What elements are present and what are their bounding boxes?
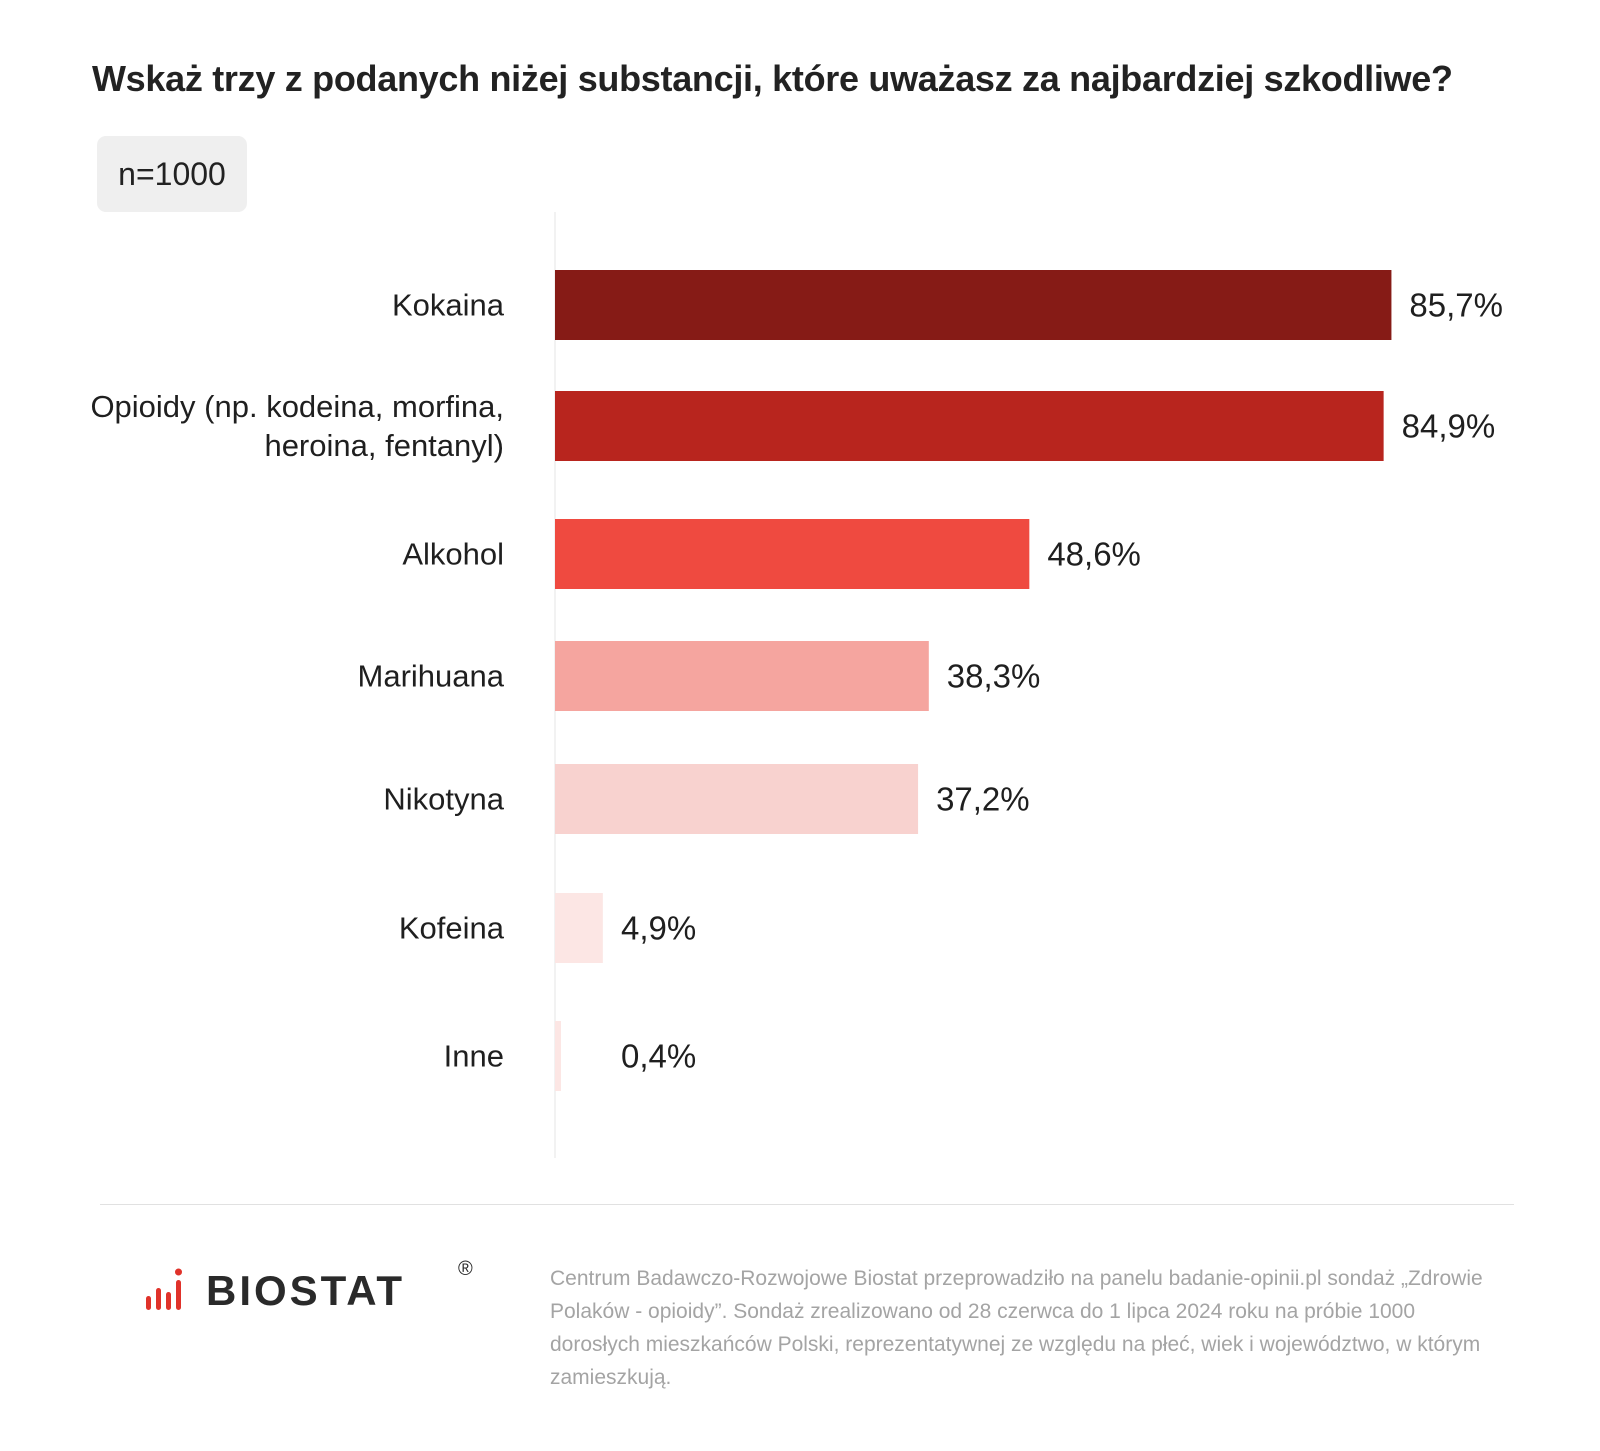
- chart-bars-icon: [146, 1268, 182, 1310]
- registered-mark: ®: [458, 1258, 473, 1280]
- category-label: Kokaina: [392, 288, 505, 323]
- bar: [555, 270, 1392, 340]
- category-label: heroina, fentanyl): [264, 428, 504, 463]
- footer-divider: [100, 1204, 1514, 1205]
- category-label: Alkohol: [402, 537, 504, 572]
- data-label: 84,9%: [1402, 408, 1496, 445]
- data-label: 38,3%: [947, 658, 1041, 695]
- data-label: 4,9%: [621, 910, 696, 947]
- category-label: Opioidy (np. kodeina, morfina,: [90, 389, 504, 424]
- bar: [555, 391, 1384, 461]
- category-label: Kofeina: [399, 911, 505, 946]
- brand-name: BIOSTAT: [206, 1267, 406, 1314]
- data-label: 0,4%: [621, 1038, 696, 1075]
- methodology-note: Centrum Badawczo-Rozwojowe Biostat przep…: [550, 1267, 1483, 1389]
- chart-title: Wskaż trzy z podanych niżej substancji, …: [92, 58, 1453, 99]
- bar: [555, 893, 603, 963]
- category-label: Marihuana: [358, 659, 505, 694]
- sample-size-badge: n=1000: [97, 136, 247, 212]
- biostat-logo: BIOSTAT ®: [146, 1258, 486, 1320]
- data-label: 48,6%: [1047, 536, 1141, 573]
- bar-chart: 85,7% Kokaina 84,9% Opioidy (np. kodeina, m…: [90, 212, 1503, 1158]
- bar: [555, 764, 919, 834]
- data-label: 85,7%: [1409, 287, 1503, 324]
- data-label: 37,2%: [936, 781, 1030, 818]
- category-label: Inne: [444, 1039, 504, 1074]
- bar: [555, 641, 929, 711]
- category-label: Nikotyna: [383, 782, 504, 817]
- bar: [555, 1021, 561, 1091]
- bar: [555, 519, 1030, 589]
